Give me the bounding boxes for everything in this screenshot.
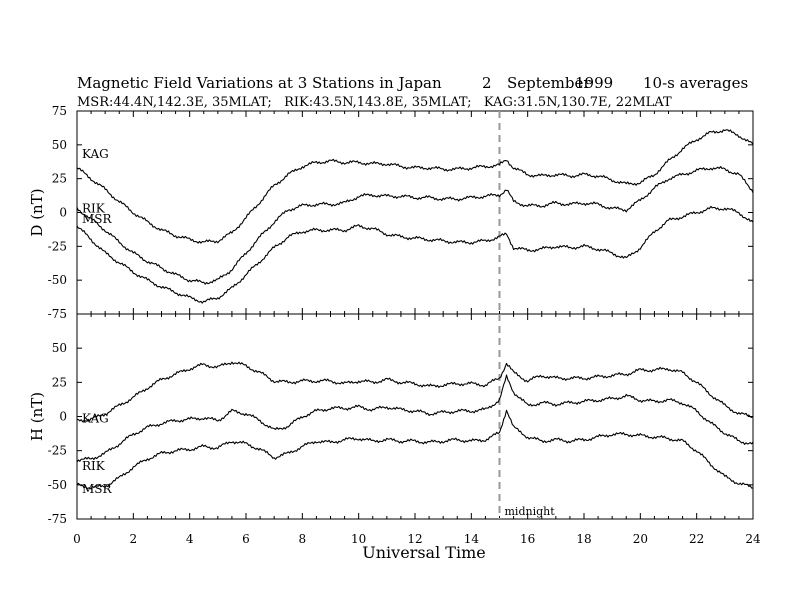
y-tick-label: -25 bbox=[48, 239, 67, 253]
x-tick-label: 6 bbox=[242, 532, 250, 546]
x-tick-label: 12 bbox=[407, 532, 422, 546]
chart-title-day: 2 bbox=[482, 74, 492, 92]
chart-subtitle-stations: MSR:44.4N,142.3E, 35MLAT; RIK:43.5N,143.… bbox=[77, 95, 672, 110]
y-tick-label: -50 bbox=[48, 478, 67, 492]
x-tick-label: 4 bbox=[186, 532, 194, 546]
y-tick-label: 0 bbox=[59, 410, 67, 424]
y-axis-title: D (nT) bbox=[28, 188, 46, 236]
y-tick-label: -75 bbox=[48, 512, 67, 526]
top-panel-frame bbox=[76, 110, 754, 315]
y-tick-label: 25 bbox=[52, 375, 67, 389]
series-line-rik bbox=[76, 374, 754, 463]
y-tick-label: 50 bbox=[52, 341, 67, 355]
series-line-kag bbox=[76, 129, 754, 244]
y-tick-label: -25 bbox=[48, 444, 67, 458]
midnight-label: midnight bbox=[505, 505, 556, 518]
y-axis-title: H (nT) bbox=[28, 392, 46, 441]
y-tick-label: -50 bbox=[48, 273, 67, 287]
x-tick-label: 2 bbox=[130, 532, 138, 546]
x-tick-label: 22 bbox=[689, 532, 704, 546]
series-label-kag: KAG bbox=[82, 412, 109, 426]
x-tick-label: 18 bbox=[576, 532, 591, 546]
x-tick-label: 8 bbox=[299, 532, 307, 546]
bottom-panel-frame bbox=[76, 313, 754, 520]
series-label-msr: MSR bbox=[82, 212, 113, 226]
chart-title-year: 1999 bbox=[575, 74, 613, 92]
y-tick-label: 0 bbox=[59, 206, 67, 220]
x-axis-title: Universal Time bbox=[362, 543, 485, 562]
y-tick-label: 25 bbox=[52, 172, 67, 186]
chart-title-month: September bbox=[507, 74, 591, 92]
y-tick-label: 75 bbox=[52, 104, 67, 118]
y-tick-label: 50 bbox=[52, 138, 67, 152]
y-tick-label: -75 bbox=[48, 307, 67, 321]
x-tick-label: 24 bbox=[745, 532, 761, 546]
chart-title-main: Magnetic Field Variations at 3 Stations … bbox=[77, 74, 442, 92]
series-line-rik bbox=[76, 166, 754, 285]
series-label-msr: MSR bbox=[82, 482, 113, 496]
x-tick-label: 20 bbox=[633, 532, 648, 546]
x-tick-label: 0 bbox=[73, 532, 81, 546]
series-line-msr bbox=[76, 205, 754, 304]
series-label-rik: RIK bbox=[82, 459, 106, 473]
x-tick-label: 10 bbox=[351, 532, 366, 546]
series-line-kag bbox=[77, 361, 754, 423]
x-tick-label: 14 bbox=[464, 532, 480, 546]
chart-title-averaging: 10-s averages bbox=[643, 74, 748, 92]
x-tick-label: 16 bbox=[520, 532, 535, 546]
series-line-msr bbox=[76, 409, 754, 490]
series-label-kag: KAG bbox=[82, 147, 109, 161]
series-label-rik: RIK bbox=[82, 201, 106, 215]
